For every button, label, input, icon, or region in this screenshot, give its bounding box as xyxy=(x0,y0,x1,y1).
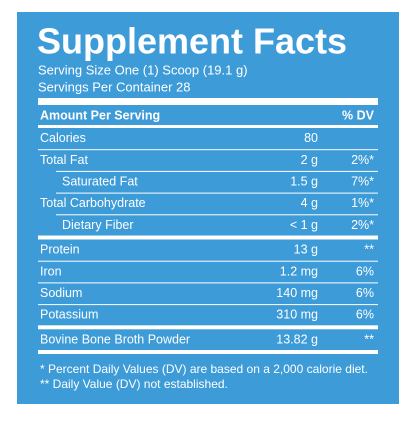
nutrient-name: Sodium xyxy=(40,286,82,300)
section-rule xyxy=(38,350,378,354)
nutrient-dv: 2%* xyxy=(351,218,374,232)
nutrient-dv: ** xyxy=(364,243,374,257)
rows: Calories 80 Total Fat 2 g 2%* Saturated Fat 1.… xyxy=(38,131,378,354)
serving-size: Serving Size One (1) Scoop (19.1 g) xyxy=(38,62,248,77)
nutrient-amount: < 1 g xyxy=(290,218,318,232)
row-rule xyxy=(38,304,378,306)
nutrient-amount: 310 mg xyxy=(276,308,318,322)
title: Supplement Facts xyxy=(37,21,347,62)
nutrient-amount: 140 mg xyxy=(276,286,318,300)
thick-rule xyxy=(38,98,378,105)
header-amount: Amount Per Serving xyxy=(40,108,160,122)
nutrient-name: Saturated Fat xyxy=(62,175,138,189)
row-rule xyxy=(56,170,378,172)
nutrient-amount: 1.5 g xyxy=(290,175,318,189)
row-rule xyxy=(38,149,378,151)
nutrient-name: Total Fat xyxy=(40,153,88,167)
nutrient-name: Dietary Fiber xyxy=(62,218,134,232)
nutrient-name: Total Carbohydrate xyxy=(40,196,146,210)
nutrient-dv: ** xyxy=(364,332,374,346)
footnote: * Percent Daily Values (DV) are based on… xyxy=(40,362,368,376)
row-rule xyxy=(56,214,378,216)
nutrient-name: Calories xyxy=(40,131,86,145)
footnote: ** Daily Value (DV) not established. xyxy=(40,377,228,391)
section-rule xyxy=(38,325,378,330)
nutrient-amount: 2 g xyxy=(301,153,318,167)
rule xyxy=(38,125,378,128)
nutrient-name: Bovine Bone Broth Powder xyxy=(40,332,190,346)
nutrient-amount: 1.2 mg xyxy=(280,264,318,278)
servings-per-container: Servings Per Container 28 xyxy=(38,79,190,94)
nutrient-dv: 2%* xyxy=(351,153,374,167)
row-rule xyxy=(38,260,378,262)
nutrient-dv: 6% xyxy=(356,308,374,322)
nutrient-dv: 6% xyxy=(356,264,374,278)
row-rule xyxy=(38,282,378,284)
nutrient-name: Protein xyxy=(40,243,80,257)
label-background xyxy=(17,12,399,404)
nutrient-dv: 6% xyxy=(356,286,374,300)
nutrient-amount: 80 xyxy=(304,131,318,145)
header-dv: % DV xyxy=(342,108,375,122)
section-rule xyxy=(38,235,378,240)
nutrient-dv: 1%* xyxy=(351,196,374,210)
row-rule xyxy=(56,192,378,194)
nutrient-dv: 7%* xyxy=(351,175,374,189)
nutrient-amount: 13.82 g xyxy=(276,332,318,346)
nutrient-amount: 4 g xyxy=(301,196,318,210)
nutrient-name: Iron xyxy=(40,264,62,278)
nutrient-amount: 13 g xyxy=(294,243,318,257)
nutrient-name: Potassium xyxy=(40,308,98,322)
